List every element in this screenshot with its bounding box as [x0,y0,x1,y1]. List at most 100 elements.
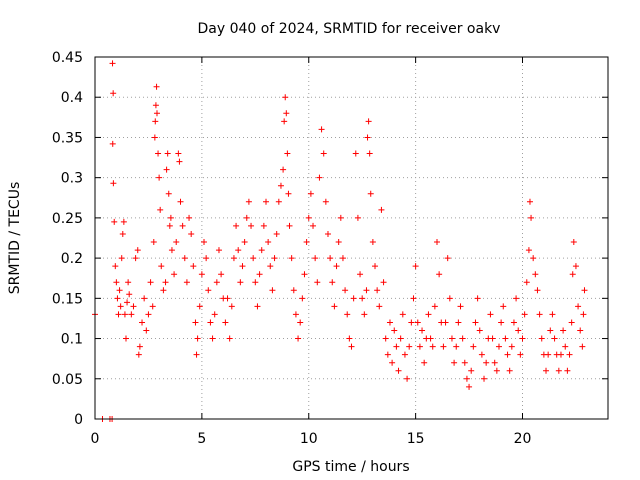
data-point [515,327,522,334]
data-point [237,279,244,286]
data-point [243,214,250,221]
y-tick-label: 0.45 [52,50,83,66]
data-point [239,263,246,270]
x-tick-label: 15 [407,431,425,447]
data-point [382,335,389,342]
data-point [157,206,164,213]
data-point [218,271,225,278]
data-point [252,279,259,286]
data-point [528,214,535,221]
y-tick-label: 0.2 [61,251,83,267]
data-point [564,367,571,374]
data-point [275,198,282,205]
data-point [461,359,468,366]
data-point [233,222,240,229]
data-point [581,287,588,294]
data-point [560,327,567,334]
data-point [224,295,231,302]
data-point [566,351,573,358]
data-point [235,247,242,254]
data-point [369,239,376,246]
data-point [164,150,171,157]
data-point [547,327,554,334]
x-axis-label: GPS time / hours [292,459,409,475]
data-point [318,126,325,133]
data-point [421,359,428,366]
data-point [431,303,438,310]
data-point [153,110,160,117]
y-tick-label: 0.05 [52,372,83,388]
data-point [292,311,299,318]
data-point [245,198,252,205]
data-point [241,239,248,246]
y-tick-label: 0.35 [52,130,83,146]
data-point [393,343,400,350]
data-point [273,230,280,237]
data-point [446,295,453,302]
data-point [134,247,141,254]
y-tick-label: 0 [74,412,83,428]
data-point [283,110,290,117]
data-point [364,134,371,141]
data-point [557,351,564,358]
data-point [116,287,123,294]
data-point [463,375,470,382]
data-point [160,287,167,294]
data-point [508,343,515,350]
axis-ticks [94,56,608,420]
data-point [109,60,116,67]
data-point [110,180,117,187]
data-point [256,271,263,278]
data-point [489,335,496,342]
data-point [118,255,125,262]
data-point [215,247,222,254]
data-point [205,287,212,294]
x-tick-label: 10 [300,431,318,447]
y-axis-label: SRMTID / TECUs [7,182,23,295]
data-point [436,271,443,278]
data-point [374,287,381,294]
data-point [354,214,361,221]
data-point [280,166,287,173]
data-point [163,166,170,173]
data-point [363,287,370,294]
data-point [173,239,180,246]
data-point [538,335,545,342]
y-tick-label: 0.1 [61,332,83,348]
plot-frame [94,56,609,420]
data-point [543,367,550,374]
data-point [404,375,411,382]
data-point [378,206,385,213]
data-point [152,102,159,109]
data-point [487,311,494,318]
data-point [153,83,160,90]
data-point [416,343,423,350]
data-point [122,335,129,342]
data-point [526,198,533,205]
data-point [179,222,186,229]
data-point [427,335,434,342]
data-point [213,279,220,286]
data-point [348,343,355,350]
data-point [459,335,466,342]
data-point [532,271,539,278]
data-point [504,351,511,358]
data-point [285,190,292,197]
data-point [121,311,128,318]
data-point [181,255,188,262]
data-point [346,335,353,342]
data-point [303,239,310,246]
data-point [333,263,340,270]
data-point [525,247,532,254]
data-point [352,150,359,157]
data-point [476,327,483,334]
data-point [434,239,440,246]
data-point [226,335,233,342]
data-point [152,118,159,125]
data-point [474,295,481,302]
data-point [269,287,276,294]
data-point [194,335,201,342]
data-point [209,335,216,342]
data-point [506,367,513,374]
